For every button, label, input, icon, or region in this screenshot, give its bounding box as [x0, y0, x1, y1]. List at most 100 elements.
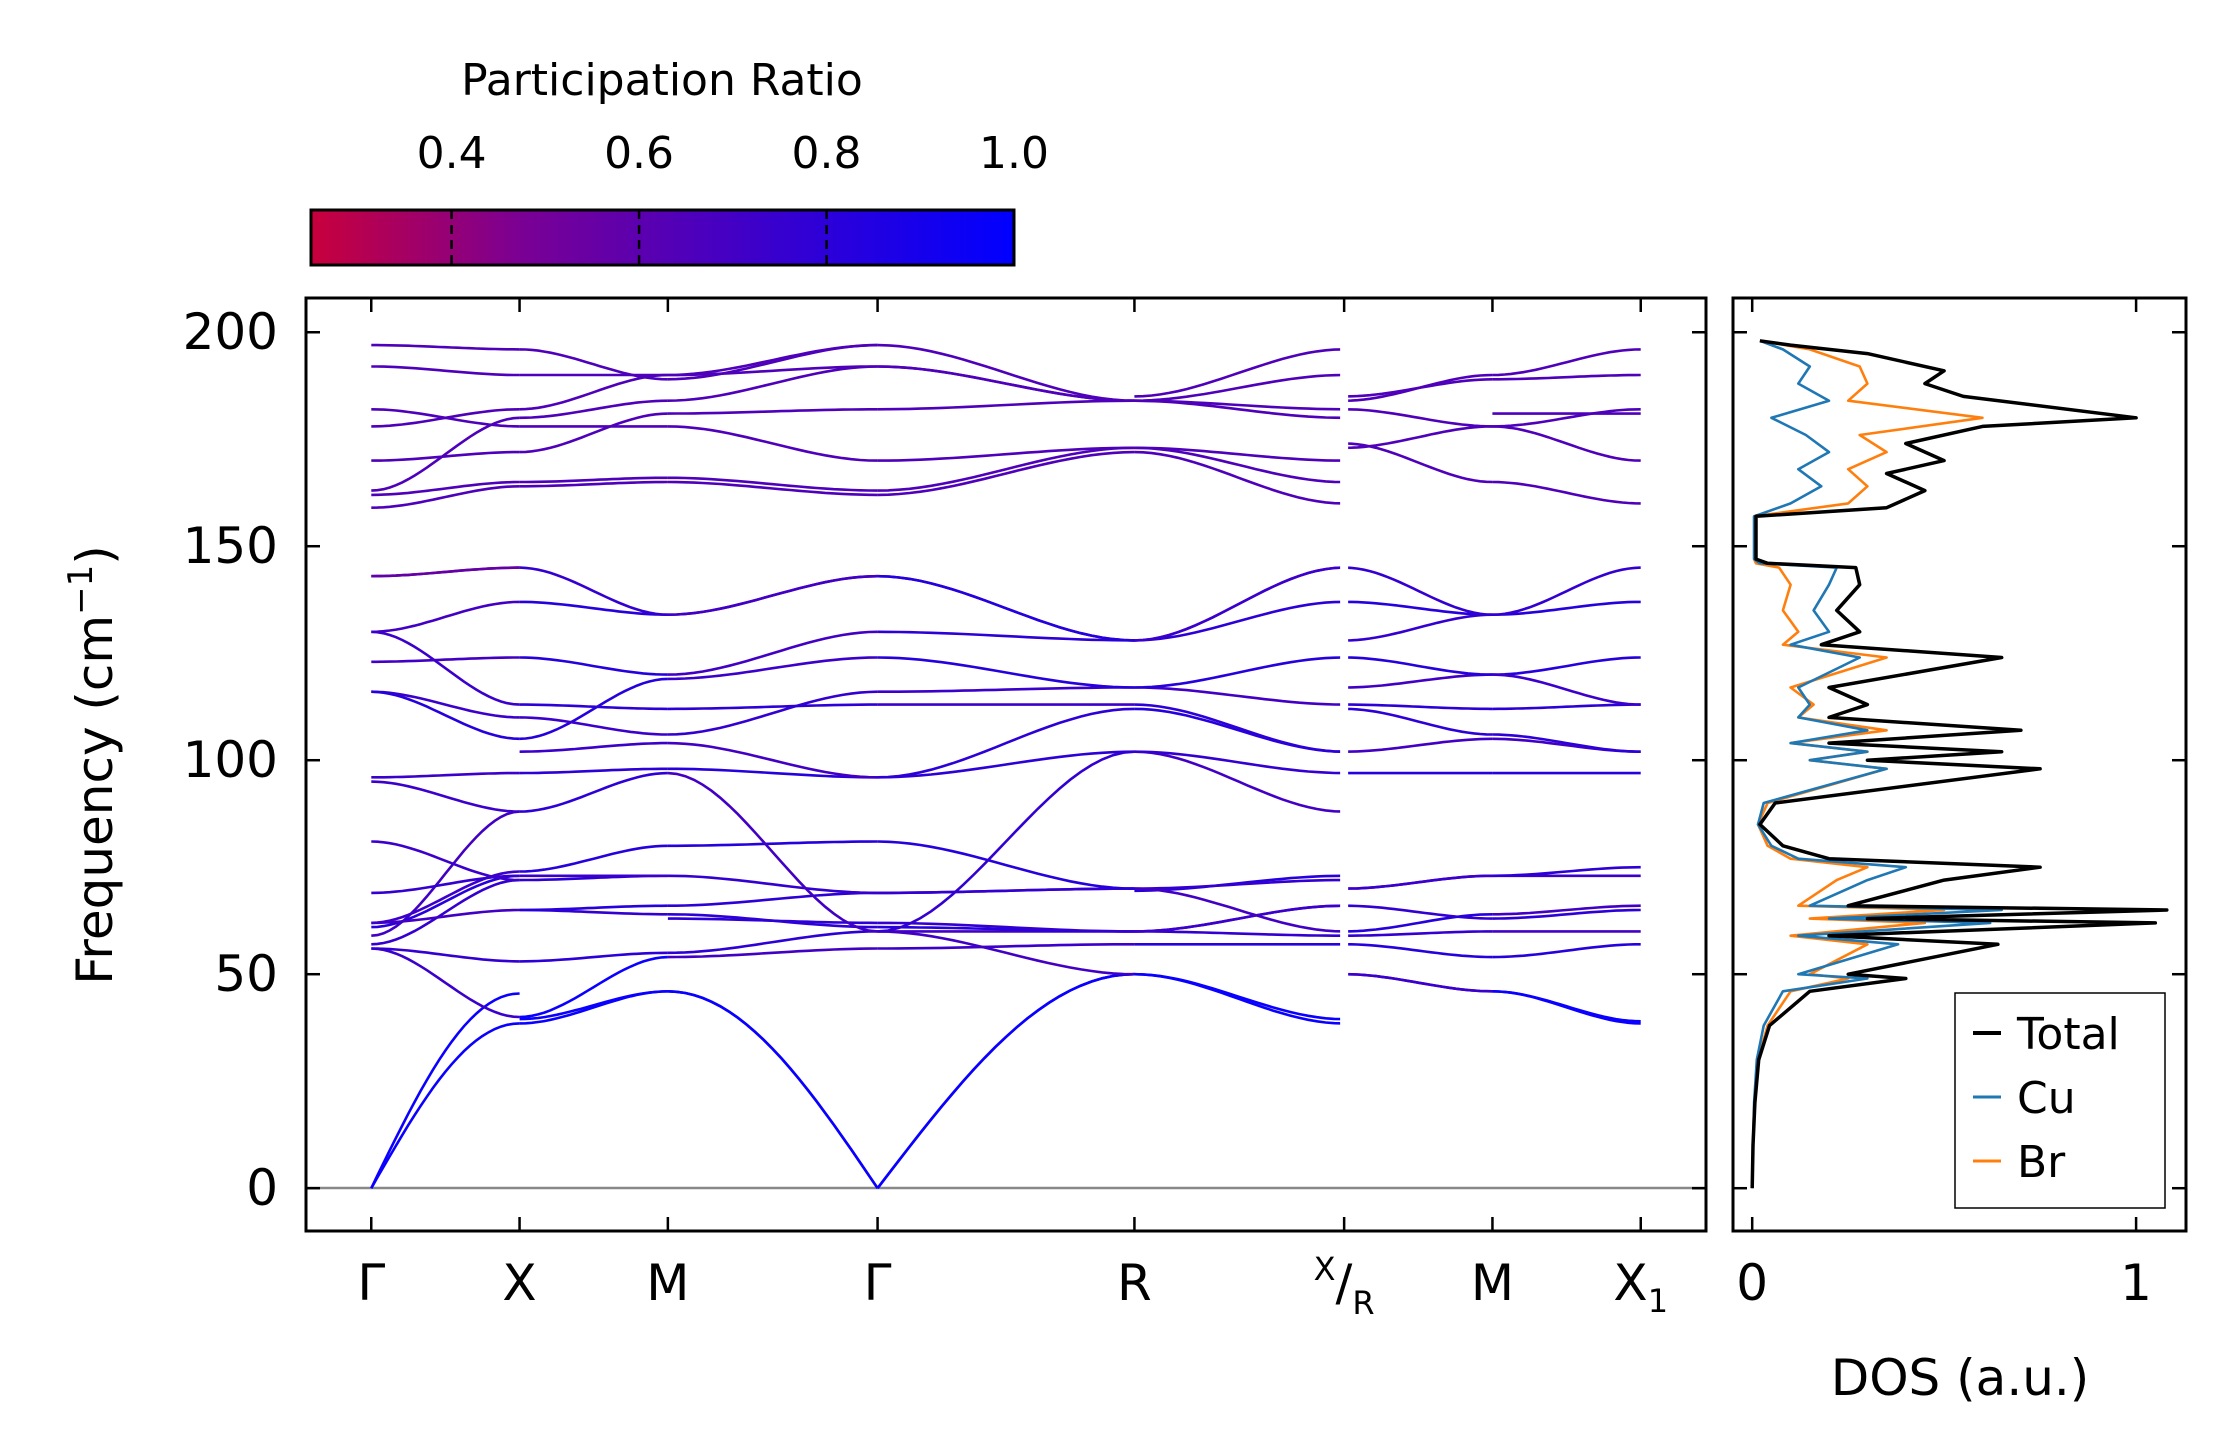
colorbar-tick-label: 0.6	[604, 128, 674, 179]
band-line	[371, 874, 520, 929]
band-line	[371, 485, 520, 509]
x-tick-label-main: X	[1613, 1254, 1647, 1312]
band-line	[1134, 887, 1343, 933]
band-line	[519, 399, 668, 420]
x-tick-label: Γ	[357, 1254, 385, 1312]
band-line	[371, 656, 520, 664]
band-line	[877, 930, 1135, 976]
y-tick-label: 200	[183, 303, 278, 361]
band-line	[1345, 613, 1493, 642]
band-line	[371, 566, 520, 578]
band-line	[877, 574, 1135, 642]
colorbar-tick-label: 0.4	[417, 128, 487, 179]
band-line	[1345, 703, 1493, 711]
band-line	[519, 741, 668, 753]
y-tick-label: 50	[214, 945, 278, 1003]
band-line	[371, 365, 520, 377]
band-line	[519, 566, 668, 616]
band-line	[371, 870, 520, 925]
band-line	[1134, 600, 1343, 642]
dos-lines	[1750, 339, 2169, 1189]
band-line	[1345, 442, 1493, 484]
band-line	[1134, 450, 1343, 505]
band-line	[1492, 673, 1641, 706]
dos-x-axis-label: DOS (a.u.)	[1831, 1349, 2090, 1407]
band-line	[1345, 874, 1493, 890]
band-line	[877, 840, 1135, 890]
band-line	[1345, 673, 1493, 689]
band-line	[1134, 904, 1343, 933]
band-line	[371, 690, 520, 719]
band-line	[371, 878, 520, 946]
band-line	[877, 399, 1135, 411]
band-line	[371, 343, 520, 351]
band-line	[667, 990, 879, 1189]
band-line	[1345, 913, 1493, 933]
band-line	[877, 446, 1135, 462]
x-tick-label-sub: R	[1352, 1284, 1374, 1322]
dos-panel-frame	[1731, 296, 2188, 1233]
y-tick-label: 0	[246, 1159, 278, 1217]
band-line	[1345, 378, 1493, 398]
legend: Total Cu Br	[1954, 992, 2166, 1209]
band-line	[877, 365, 1135, 402]
band-line	[519, 480, 668, 488]
band-line	[1345, 600, 1493, 616]
band-line	[667, 630, 878, 676]
band-line	[877, 450, 1135, 497]
band-line	[519, 904, 668, 912]
band-line	[1492, 733, 1641, 753]
band-line	[877, 750, 1135, 779]
band-line	[519, 844, 668, 873]
band-line	[667, 741, 878, 779]
band-line	[877, 887, 1135, 895]
band-line	[877, 921, 1135, 933]
colorbar: Participation Ratio 0.4 0.6 0.8 1.0	[309, 55, 1049, 267]
band-line	[876, 972, 1135, 1189]
x-tick-label: X1	[1613, 1254, 1668, 1320]
band-line	[1345, 972, 1493, 993]
x-tick-label: X	[502, 1254, 536, 1312]
band-line	[1134, 972, 1343, 1021]
path-break-gap	[1340, 300, 1349, 1183]
band-line	[519, 412, 668, 454]
legend-label: Br	[2017, 1137, 2066, 1188]
band-line	[667, 343, 878, 377]
band-line	[667, 425, 878, 462]
dos-line-total	[1750, 339, 2169, 1189]
band-line	[1134, 446, 1343, 462]
band-line	[519, 771, 668, 813]
band-line	[371, 408, 520, 428]
band-line	[371, 771, 520, 779]
band-line	[519, 990, 668, 1021]
band-line	[1345, 408, 1493, 428]
band-line	[519, 767, 668, 775]
band-line	[876, 972, 1135, 1189]
band-line	[1345, 943, 1493, 959]
x-tick-label-sup: X	[1314, 1250, 1336, 1288]
band-line	[1134, 703, 1343, 753]
band-line	[371, 840, 520, 882]
band-line	[371, 630, 520, 706]
band-line	[877, 446, 1135, 492]
band-line	[877, 750, 1135, 933]
band-line	[1134, 373, 1343, 402]
x-tick-label: R	[1117, 1254, 1152, 1312]
band-line	[877, 707, 1135, 779]
band-line	[370, 992, 520, 1189]
band-line	[1134, 707, 1343, 753]
band-line	[1345, 904, 1493, 920]
band-line	[1492, 566, 1641, 616]
band-line	[667, 930, 878, 955]
band-line	[667, 840, 878, 848]
band-line	[519, 373, 668, 411]
band-line	[1134, 750, 1343, 775]
band-x-axis: Γ X M Γ R X/R M X1	[357, 298, 1668, 1322]
band-panel-frame	[304, 296, 1708, 1233]
dos-x-tick-label: 0	[1736, 1254, 1768, 1312]
band-line	[667, 891, 878, 907]
y-axis-label-close: )	[66, 545, 124, 565]
y-axis-label-sup: −1	[61, 565, 101, 615]
x-tick-label-slash: /	[1336, 1254, 1353, 1312]
